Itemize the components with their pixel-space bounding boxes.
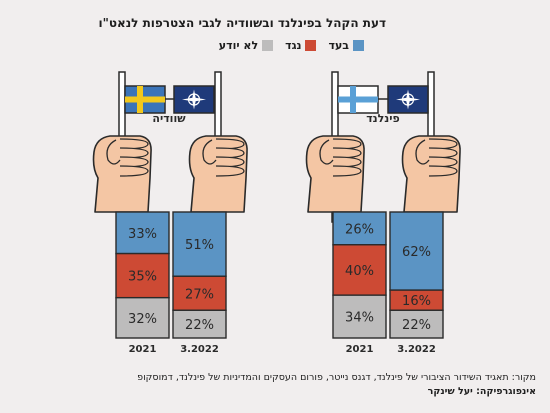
- category-label: 2021: [129, 344, 157, 355]
- thumb: [415, 139, 430, 165]
- legend-item-against: נגד: [285, 39, 317, 52]
- sweden-cross-horizontal: [125, 96, 165, 103]
- category-label: 3.2022: [397, 344, 436, 355]
- finger: [428, 165, 458, 177]
- nato-compass-star: [396, 89, 420, 110]
- infographic-credit: אינפוגרפיקה: יעל שינקר: [427, 386, 536, 397]
- legend-swatch-against: [305, 40, 317, 51]
- legend-label-against: נגד: [285, 39, 302, 52]
- legend-label-unknown: לא יודע: [218, 39, 259, 52]
- nato-compass-star: [182, 89, 206, 110]
- bar-segment: [172, 275, 227, 311]
- bar-segment: [389, 309, 444, 339]
- thumb: [319, 139, 334, 165]
- bar-segment: [115, 252, 170, 299]
- chart-group-finland: פינלנד 26% 40% 34% 2021 62% 16% 22% 3.2022: [305, 71, 461, 355]
- data-label: 22%: [185, 318, 214, 333]
- chart-title: דעת הקהל בפינלנד ובשוודיה לגבי הצטרפות ל…: [98, 16, 386, 30]
- bar-segment: [172, 309, 227, 339]
- source-note: מקור: תאגיד השידור הציבורי של פינלנד, דג…: [137, 372, 536, 383]
- footer: מקור: תאגיד השידור הציבורי של פינלנד, דג…: [137, 371, 536, 399]
- legend-item-favor: בעד: [328, 39, 364, 52]
- data-label: 40%: [345, 264, 374, 279]
- legend-label-favor: בעד: [328, 39, 349, 52]
- legend-item-unknown: לא יודע: [218, 39, 274, 52]
- bar-segment: [332, 244, 387, 296]
- data-label: 51%: [185, 238, 214, 253]
- country-label: פינלנד: [366, 112, 400, 125]
- data-label: 62%: [402, 245, 431, 260]
- chart-group-sweden: שוודיה 33% 35% 32% 2021 51% 27% 22% 3.2022: [92, 71, 248, 355]
- data-label: 32%: [128, 312, 157, 327]
- finger: [215, 165, 245, 177]
- category-label: 2021: [346, 344, 374, 355]
- bar-segment: [115, 296, 170, 339]
- thumb: [106, 139, 121, 165]
- data-label: 33%: [128, 227, 157, 242]
- data-label: 22%: [402, 318, 431, 333]
- legend-swatch-favor: [353, 40, 364, 51]
- legend: בעד נגד לא יודע: [219, 39, 364, 52]
- finger: [332, 165, 362, 177]
- data-label: 26%: [345, 222, 374, 237]
- bar-segment: [172, 211, 227, 277]
- bar-segment: [389, 211, 444, 291]
- data-label: 16%: [402, 294, 431, 309]
- category-label: 3.2022: [180, 344, 219, 355]
- bar-segment: [332, 294, 387, 339]
- finland-cross-horizontal: [338, 96, 378, 103]
- country-label: שוודיה: [152, 112, 186, 125]
- finger: [119, 165, 149, 177]
- legend-swatch-unknown: [262, 40, 274, 51]
- data-label: 34%: [345, 311, 374, 326]
- data-label: 27%: [185, 287, 214, 302]
- data-label: 35%: [128, 270, 157, 285]
- thumb: [202, 139, 217, 165]
